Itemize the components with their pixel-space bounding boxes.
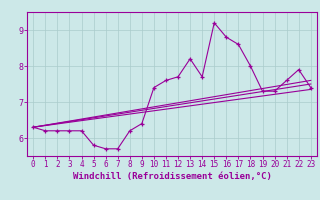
X-axis label: Windchill (Refroidissement éolien,°C): Windchill (Refroidissement éolien,°C) [73,172,271,181]
